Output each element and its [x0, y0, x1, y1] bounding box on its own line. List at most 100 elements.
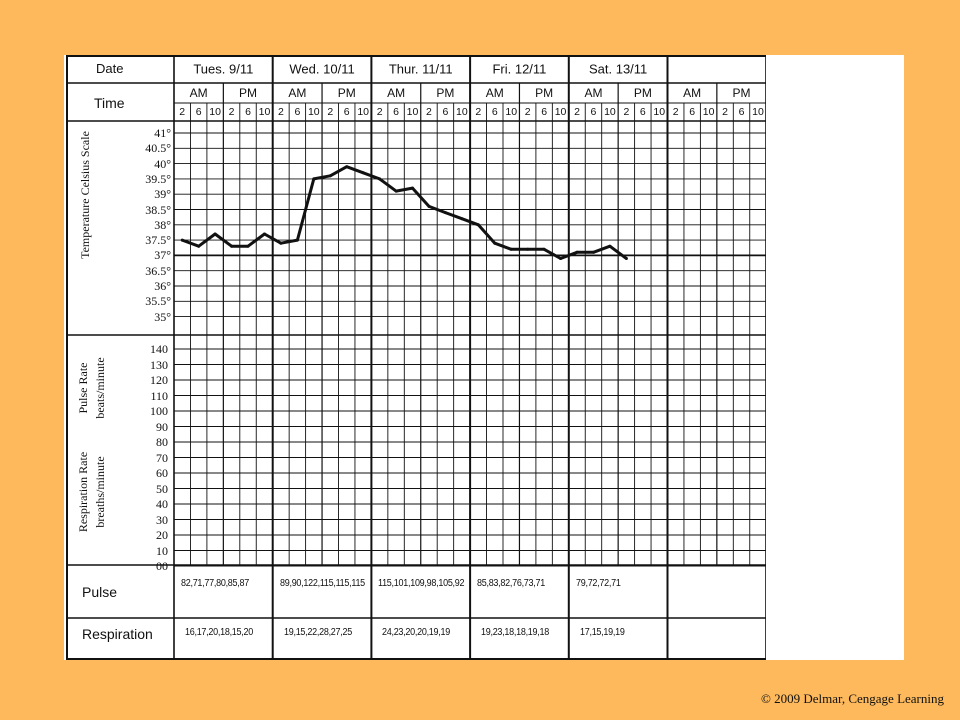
rate-tick-label: 140: [150, 342, 168, 356]
hour-label: 2: [524, 105, 531, 118]
hour-label: 6: [343, 105, 350, 118]
rate-tick-label: 110: [150, 388, 168, 403]
pm-label: PM: [535, 86, 554, 100]
time-header: Time: [94, 95, 125, 111]
hour-label: 6: [639, 105, 646, 118]
temperature-tick-label: 35°: [154, 309, 171, 324]
pulse-values: 85,83,82,76,73,71: [477, 578, 546, 589]
temperature-point: [476, 223, 480, 227]
day-date-label: Wed. 10/11: [289, 61, 355, 77]
respiration-values: 16,17,20,18,15,20: [185, 627, 253, 638]
hour-label: 10: [752, 105, 764, 118]
temperature-point: [443, 211, 447, 215]
temperature-point: [263, 232, 266, 236]
temperature-point: [312, 177, 316, 181]
temperature-tick-label: 36.5°: [145, 263, 171, 278]
hour-label: 10: [406, 105, 419, 118]
respiration-rate-label: Respiration Rate: [76, 451, 90, 533]
pm-label: PM: [436, 86, 455, 100]
hour-label: 6: [590, 105, 597, 118]
hour-label: 6: [689, 105, 696, 118]
pulse-values: 115,101,109,98,105,92: [378, 578, 465, 589]
temperature-point: [624, 257, 628, 260]
hour-label: 10: [505, 105, 518, 118]
hour-label: 6: [294, 105, 301, 118]
hour-label: 10: [357, 105, 370, 118]
hour-label: 6: [393, 105, 399, 118]
hour-label: 6: [195, 105, 202, 118]
hour-label: 10: [554, 105, 567, 118]
temperature-point: [345, 165, 349, 169]
temperature-tick-label: 37.5°: [145, 233, 171, 248]
temperature-tick-label: 40°: [154, 156, 171, 171]
day-date-label: Fri. 12/11: [492, 61, 547, 77]
pulse-values: 79,72,72,71: [575, 578, 621, 589]
am-label: AM: [485, 86, 504, 100]
temperature-point: [592, 250, 595, 254]
pulse-rate-label: Pulse Rate: [76, 362, 90, 414]
hour-label: 10: [307, 105, 320, 118]
hour-label: 2: [623, 105, 630, 118]
pulse-unit-label: beats/minute: [93, 357, 107, 419]
temperature-point: [361, 171, 365, 175]
date-header: Date: [96, 61, 124, 76]
temperature-point: [394, 189, 398, 193]
respiration-values: 19,23,18,18,19,18: [481, 627, 550, 638]
temperature-point: [246, 244, 250, 248]
am-label: AM: [584, 86, 603, 100]
hour-label: 2: [327, 105, 334, 118]
temperature-point: [559, 257, 563, 260]
rate-tick-label: 90: [156, 419, 168, 434]
rate-tick-label: 10: [156, 543, 168, 558]
tpr-chart-sheet: Date Time Temperature Celsius Scale Puls…: [64, 55, 904, 660]
pm-label: PM: [732, 86, 751, 100]
temperature-tick-label: 36°: [154, 279, 171, 293]
hour-label: 6: [541, 105, 548, 118]
hour-label: 6: [738, 105, 745, 118]
rate-tick-label: 60: [156, 466, 168, 480]
temperature-tick-label: 39.5°: [145, 171, 171, 186]
hour-label: 2: [672, 105, 679, 118]
hour-label: 6: [491, 105, 498, 118]
temperature-point: [526, 247, 530, 251]
pm-label: PM: [633, 86, 652, 100]
temperature-tick-label: 41°: [154, 126, 171, 140]
rate-tick-label: 50: [156, 481, 168, 496]
temperature-point: [328, 174, 332, 178]
respiration-row-label: Respiration: [82, 626, 153, 642]
rate-tick-label: 120: [150, 373, 168, 387]
hour-label: 10: [258, 105, 271, 118]
temperature-series-line: [181, 165, 628, 260]
temperature-point: [197, 244, 201, 248]
hour-label: 6: [245, 105, 251, 118]
temperature-point: [608, 244, 612, 248]
temperature-tick-label: 38.5°: [145, 202, 171, 217]
temperature-point: [542, 247, 546, 251]
rate-tick-label: 40: [156, 497, 168, 511]
temperature-point: [279, 241, 283, 245]
hour-label: 2: [722, 105, 728, 118]
rate-tick-label: 30: [156, 512, 168, 527]
hour-label: 2: [278, 105, 284, 118]
hour-label: 2: [475, 105, 482, 118]
hour-label: 6: [442, 105, 449, 118]
pulse-values: 82,71,77,80,85,87: [181, 578, 249, 589]
temperature-tick-label: 37°: [154, 248, 171, 263]
temperature-point: [378, 177, 382, 181]
day-date-label: Thur. 11/11: [388, 61, 453, 77]
temperature-tick-label: 38°: [154, 217, 171, 232]
am-label: AM: [683, 86, 702, 100]
hour-label: 2: [574, 105, 580, 118]
temperature-point: [427, 204, 431, 208]
day-date-label: Sat. 13/11: [588, 61, 648, 77]
am-label: AM: [189, 86, 208, 100]
rate-tick-label: 80: [156, 435, 168, 449]
hour-label: 10: [702, 105, 715, 118]
rate-tick-label: 130: [150, 357, 168, 372]
temperature-tick-label: 39°: [154, 187, 171, 202]
temperature-point: [230, 244, 234, 248]
hour-label: 2: [376, 105, 383, 118]
respiration-values: 19,15,22,28,27,25: [283, 627, 352, 638]
respiration-unit-label: breaths/minute: [93, 456, 107, 528]
temperature-point: [460, 217, 464, 221]
